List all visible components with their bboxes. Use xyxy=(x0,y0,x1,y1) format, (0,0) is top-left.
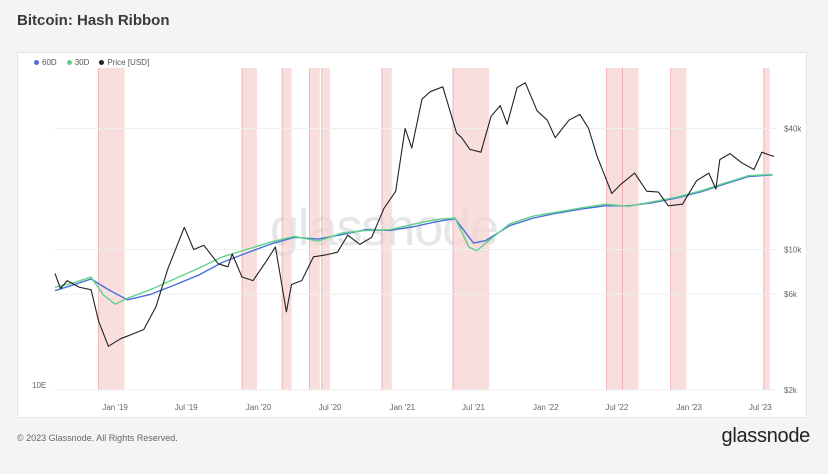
y-right-tick-label: $40k xyxy=(784,125,802,134)
x-tick-label: Jul '19 xyxy=(175,403,198,412)
capitulation-band xyxy=(763,68,770,390)
capitulation-band xyxy=(242,68,257,390)
y-left-tick-label: 10E xyxy=(32,381,46,390)
series-line-30d xyxy=(54,173,773,305)
capitulation-band xyxy=(309,68,320,390)
capitulation-band xyxy=(321,68,331,390)
y-right-tick-label: $10k xyxy=(784,246,802,255)
x-tick-label: Jul '22 xyxy=(605,403,628,412)
legend-item-60d[interactable]: 60D xyxy=(34,58,57,67)
page-title: Bitcoin: Hash Ribbon xyxy=(17,12,170,29)
x-tick-label: Jul '21 xyxy=(462,403,485,412)
legend-label-price: Price [USD] xyxy=(107,58,150,67)
capitulation-bands xyxy=(98,68,770,390)
x-tick-label: Jan '22 xyxy=(533,403,559,412)
x-tick-label: Jan '19 xyxy=(102,403,128,412)
x-tick-label: Jul '20 xyxy=(319,403,342,412)
legend-item-30d[interactable]: 30D xyxy=(66,58,90,67)
x-tick-label: Jul '23 xyxy=(749,403,772,412)
x-tick-label: Jan '23 xyxy=(676,403,702,412)
grid-lines xyxy=(55,128,776,391)
x-tick-label: Jan '20 xyxy=(246,403,272,412)
y-axis-ticks: $2k $6k $10k $40k 10E xyxy=(32,125,802,395)
capitulation-band xyxy=(670,68,687,390)
series-line-price xyxy=(54,82,775,347)
capitulation-band xyxy=(282,68,292,390)
y-right-tick-label: $2k xyxy=(784,386,798,395)
series-line-60d xyxy=(54,174,773,301)
capitulation-band xyxy=(622,68,639,390)
legend-item-price[interactable]: Price [USD] xyxy=(99,58,149,67)
x-tick-label: Jan '21 xyxy=(390,403,416,412)
capitulation-band xyxy=(381,68,392,390)
chart-legend: 60D 30D Price [USD] xyxy=(34,58,149,67)
capitulation-band xyxy=(606,68,623,390)
x-axis-ticks: Jan '19 Jul '19 Jan '20 Jul '20 Jan '21 Jul '… xyxy=(102,403,772,412)
series-lines xyxy=(54,82,775,347)
legend-swatch-30d xyxy=(66,60,72,65)
legend-label-30d: 30D xyxy=(74,58,90,67)
legend-label-60d: 60D xyxy=(42,58,57,67)
capitulation-band xyxy=(98,68,125,390)
legend-swatch-price xyxy=(99,60,105,65)
capitulation-band xyxy=(453,68,490,390)
legend-swatch-60d xyxy=(34,60,39,65)
copyright-footer: © 2023 Glassnode. All Rights Reserved. xyxy=(17,433,178,443)
brand-logo[interactable]: glassnode xyxy=(721,425,811,447)
y-right-tick-label: $6k xyxy=(784,290,798,299)
